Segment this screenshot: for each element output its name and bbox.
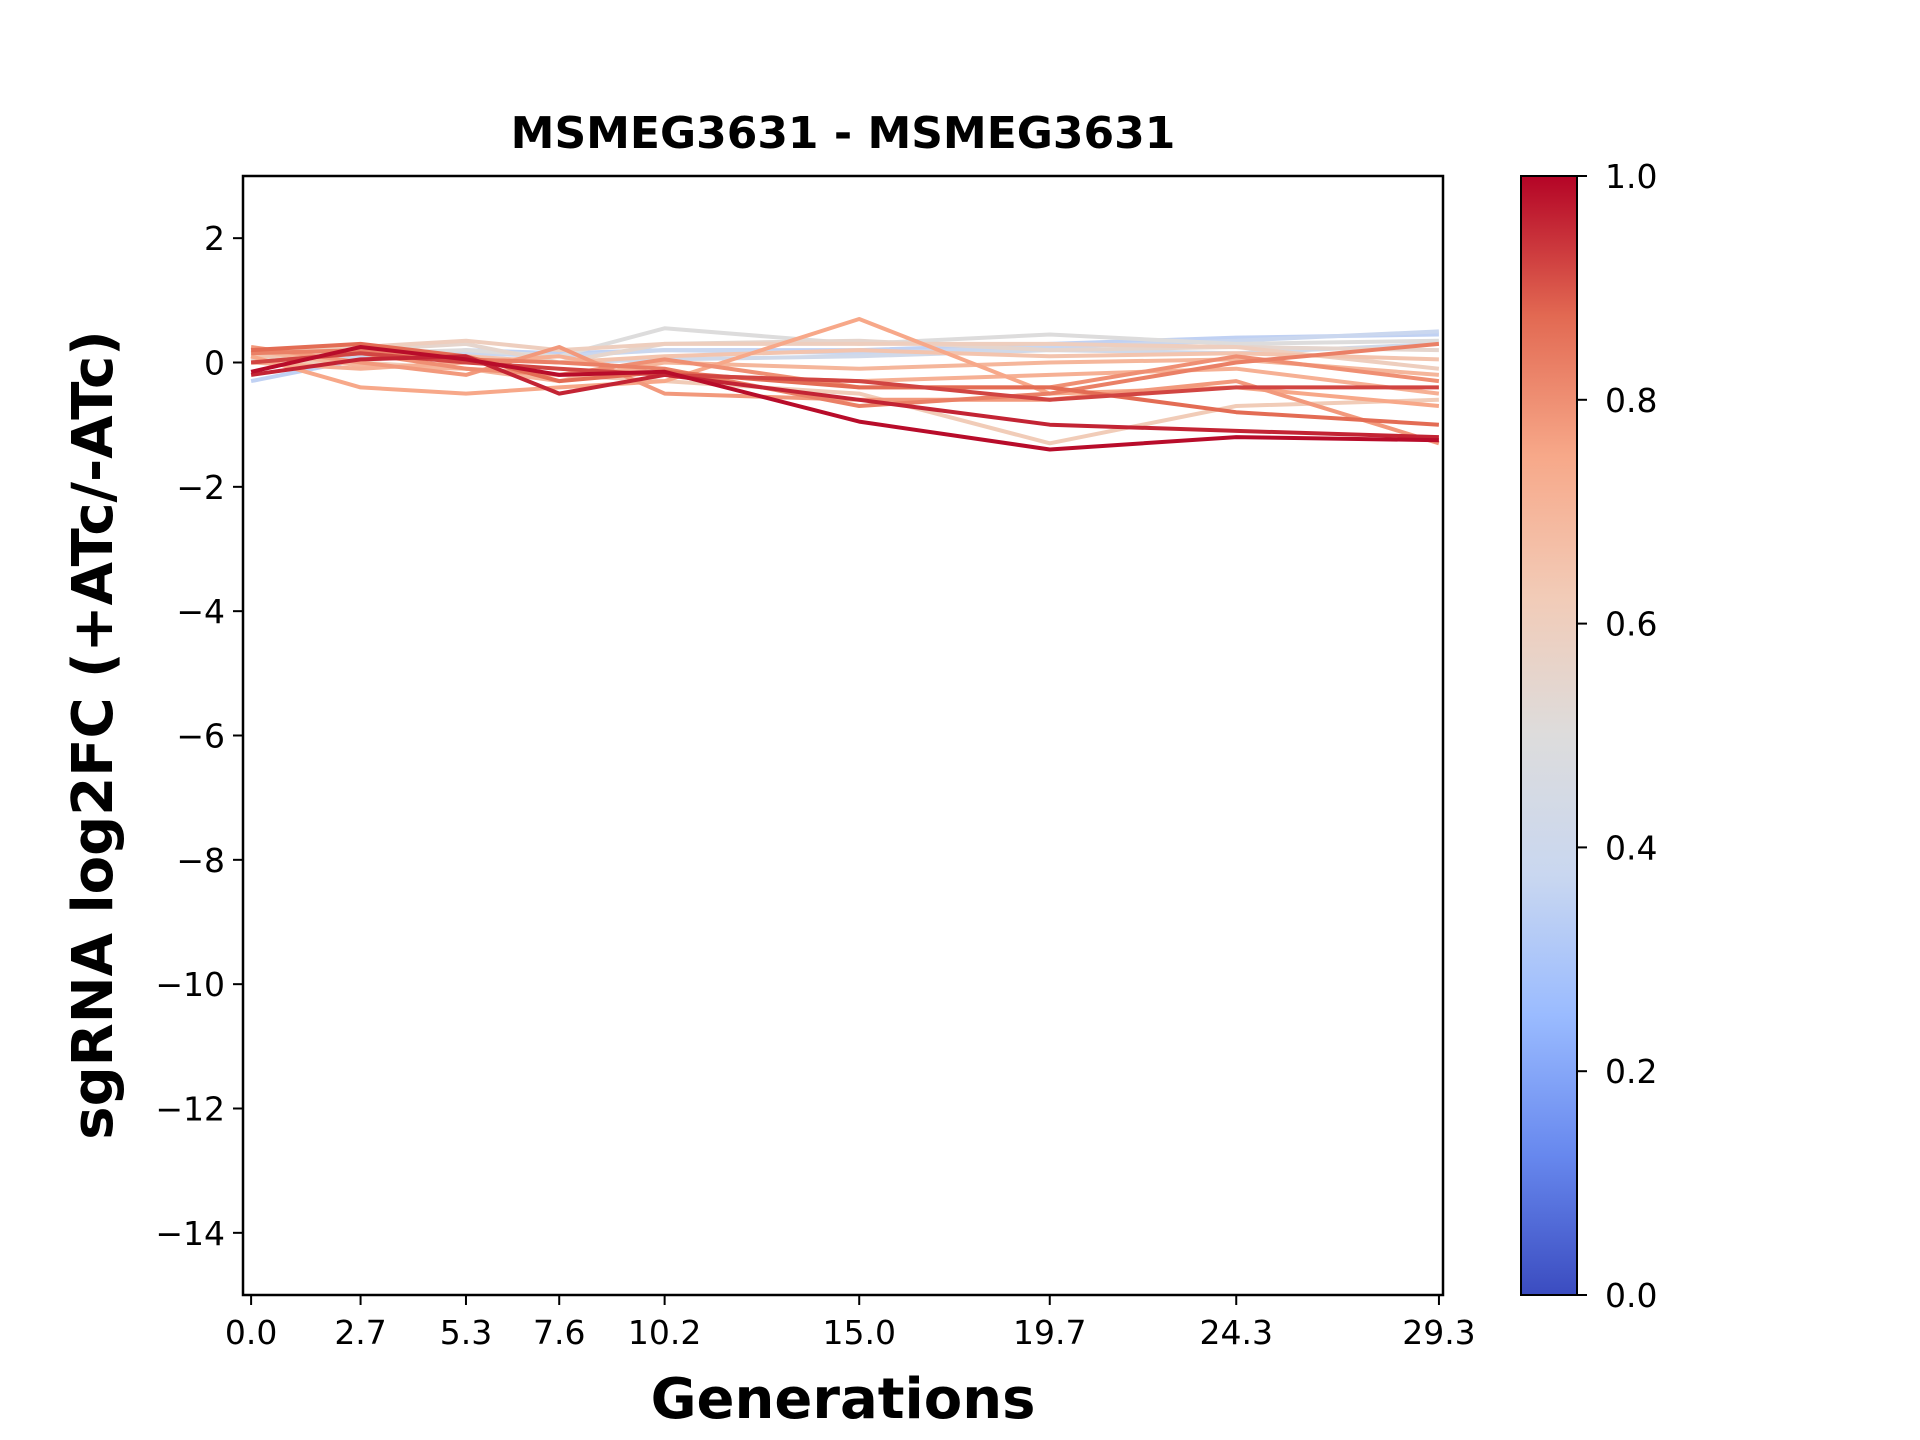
chart-title: MSMEG3631 - MSMEG3631 (511, 108, 1176, 159)
x-tick-label: 2.7 (334, 1313, 386, 1352)
series-line (250, 345, 1439, 452)
series-line (251, 341, 1440, 408)
x-tick-label: 10.2 (628, 1313, 701, 1352)
y-axis: 2 0 −2 −4 −6 −8 −10 −12 −14 (155, 219, 243, 1253)
x-axis: 0.0 2.7 5.3 7.6 10.2 15.0 19.7 24.3 29.3 (225, 1295, 1476, 1352)
x-axis-label: Generations (651, 1367, 1036, 1432)
y-axis-label: sgRNA log2FC (+ATc/-ATc) (61, 330, 126, 1140)
series-layer (250, 317, 1440, 452)
colorbar-axis: 0.0 0.2 0.4 0.6 0.8 1.0 (1577, 157, 1657, 1315)
colorbar-tick-label: 0.8 (1605, 381, 1657, 420)
y-tick-label: −14 (155, 1214, 225, 1253)
colorbar (1520, 175, 1578, 1296)
x-tick-label: 5.3 (440, 1313, 492, 1352)
series-line (250, 345, 1440, 446)
y-tick-label: −6 (176, 717, 225, 756)
x-tick-label: 24.3 (1200, 1313, 1273, 1352)
x-tick-label: 0.0 (225, 1313, 277, 1352)
x-tick-label: 7.6 (533, 1313, 585, 1352)
colorbar-tick-label: 0.4 (1605, 828, 1657, 867)
y-tick-label: −8 (176, 841, 225, 880)
x-tick-label: 15.0 (822, 1313, 895, 1352)
y-tick-label: 0 (204, 344, 225, 383)
y-tick-label: −2 (176, 468, 225, 507)
series-line (250, 338, 1440, 371)
series-line (250, 317, 1440, 408)
x-tick-label: 19.7 (1013, 1313, 1086, 1352)
y-tick-label: −10 (155, 965, 225, 1004)
y-tick-label: 2 (204, 219, 225, 258)
colorbar-tick-label: 0.0 (1605, 1276, 1657, 1315)
y-tick-label: −4 (176, 592, 225, 631)
x-tick-label: 29.3 (1402, 1313, 1475, 1352)
series-line (250, 354, 1439, 440)
colorbar-tick-label: 0.6 (1605, 605, 1657, 644)
y-tick-label: −12 (155, 1090, 225, 1129)
colorbar-tick-label: 1.0 (1605, 157, 1657, 196)
colorbar-tick-label: 0.2 (1605, 1052, 1657, 1091)
